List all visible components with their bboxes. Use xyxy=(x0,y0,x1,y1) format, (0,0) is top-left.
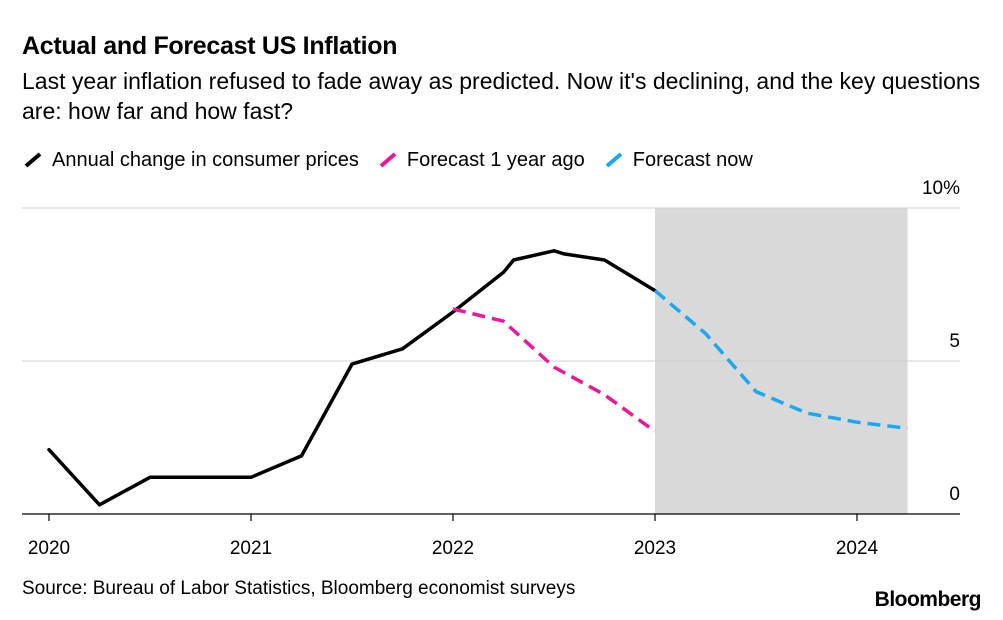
bloomberg-logo: Bloomberg xyxy=(874,588,982,611)
legend-item-forecast-year-ago: Forecast 1 year ago xyxy=(377,149,585,172)
legend-label-actual: Annual change in consumer prices xyxy=(52,148,359,171)
series-actual-line xyxy=(47,249,657,507)
y-tick-label-10: 10% xyxy=(922,178,960,199)
x-tick-label-2021: 2021 xyxy=(230,538,272,559)
y-tick-label-5: 5 xyxy=(949,331,960,352)
legend-item-actual: Annual change in consumer prices xyxy=(22,149,359,172)
legend-item-forecast-now: Forecast now xyxy=(603,149,753,172)
series-forecast-now-line xyxy=(653,289,908,431)
source-note: Source: Bureau of Labor Statistics, Bloo… xyxy=(22,578,576,599)
x-tick-label-2023: 2023 xyxy=(634,538,676,559)
x-tick-label-2024: 2024 xyxy=(836,538,879,559)
series-forecast-year-ago-line xyxy=(452,307,657,433)
legend: Annual change in consumer prices Forecas… xyxy=(22,146,771,174)
legend-swatch-actual xyxy=(24,152,42,168)
legend-label-forecast-now: Forecast now xyxy=(632,148,753,171)
chart-title: Actual and Forecast US Inflation xyxy=(22,32,398,60)
chart-subtitle: Last year inflation refused to fade away… xyxy=(22,68,981,124)
x-tick-label-2022: 2022 xyxy=(432,538,474,559)
legend-swatch-forecast-now xyxy=(605,152,623,168)
legend-label-forecast-year-ago: Forecast 1 year ago xyxy=(406,148,585,171)
legend-swatch-forecast-year-ago xyxy=(379,152,397,168)
y-tick-label-0: 0 xyxy=(949,484,960,505)
x-tick-label-2020: 2020 xyxy=(28,538,70,559)
